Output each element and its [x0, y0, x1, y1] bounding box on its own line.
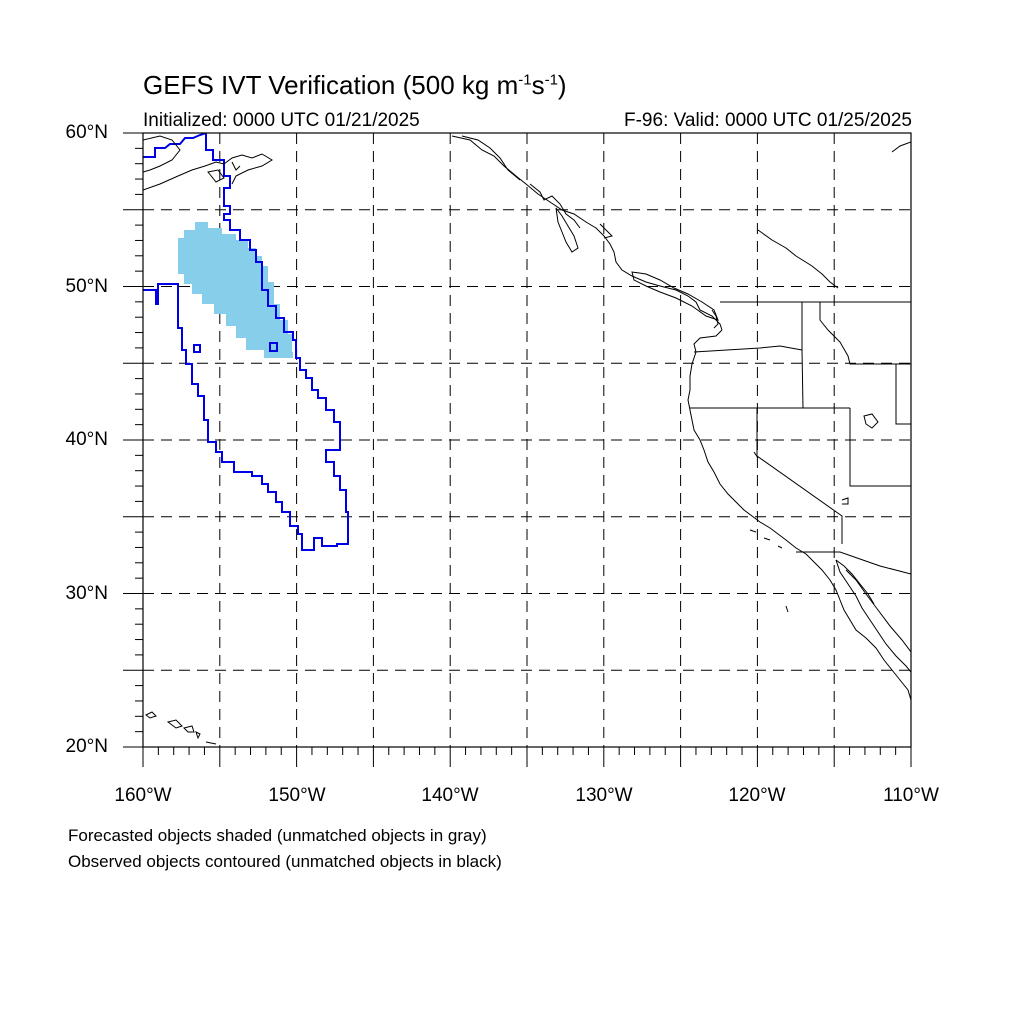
coastlines	[143, 135, 911, 745]
observed-object-small-contour-2	[269, 342, 278, 352]
lat-label-20n: 20°N	[65, 736, 108, 757]
lat-label-60n: 60°N	[65, 122, 108, 143]
lon-label-120w: 120°W	[728, 785, 786, 806]
footer-note-forecast: Forecasted objects shaded (unmatched obj…	[68, 826, 487, 845]
axis-ticks	[123, 132, 912, 767]
title-sup-2: -1	[544, 71, 558, 89]
valid-time: F-96: Valid: 0000 UTC 01/25/2025	[624, 110, 912, 131]
lon-label-150w: 150°W	[268, 785, 326, 806]
lon-label-160w: 160°W	[114, 785, 172, 806]
observed-object-small-contour-1	[193, 344, 201, 353]
initialized-time: Initialized: 0000 UTC 01/21/2025	[143, 110, 420, 131]
lat-label-50n: 50°N	[65, 276, 108, 297]
lon-label-110w: 110°W	[883, 785, 939, 806]
lat-label-40n: 40°N	[65, 429, 108, 450]
lat-label-30n: 30°N	[65, 583, 108, 604]
lon-label-130w: 130°W	[575, 785, 633, 806]
observed-object-contour	[143, 133, 349, 551]
chart-title: GEFS IVT Verification (500 kg m-1s-1)	[143, 70, 567, 101]
lon-label-140w: 140°W	[421, 785, 479, 806]
title-main: GEFS IVT Verification (500 kg m	[143, 70, 519, 100]
title-end: )	[557, 70, 567, 100]
title-sup-1: -1	[518, 71, 532, 89]
grid-lines	[143, 133, 911, 747]
title-mid: s	[531, 70, 545, 100]
footer-note-observed: Observed objects contoured (unmatched ob…	[68, 852, 502, 871]
forecast-object	[178, 222, 293, 358]
